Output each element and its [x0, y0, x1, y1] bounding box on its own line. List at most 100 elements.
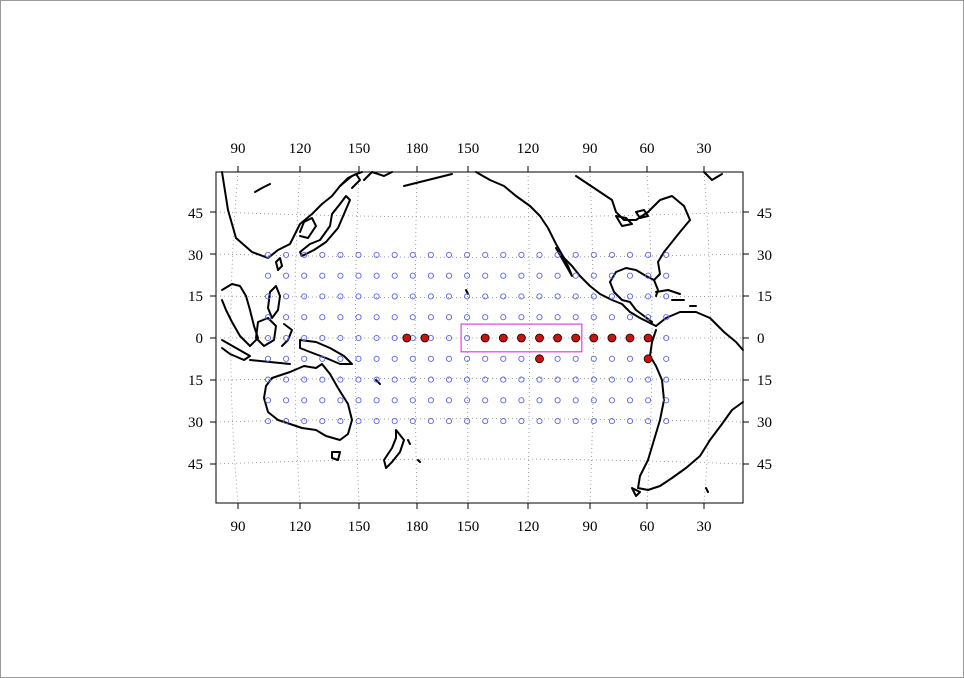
top-tick-label: 30 [697, 141, 712, 157]
grid-point [337, 293, 344, 300]
right-tick-label: 0 [757, 331, 765, 347]
grid-point [355, 272, 362, 279]
grid-point [337, 376, 344, 383]
right-tick-label: 30 [757, 248, 772, 264]
grid-point [264, 314, 272, 321]
grid-point [572, 272, 579, 279]
grid-point [391, 334, 398, 342]
grid-point [663, 376, 670, 383]
grid-point [663, 251, 670, 258]
selected-point [480, 333, 490, 343]
grid-point [319, 314, 326, 321]
coast-aleutians [403, 173, 453, 187]
selected-point [535, 354, 544, 364]
grid-point [572, 397, 579, 404]
grid-point [572, 314, 579, 321]
grid-point [626, 272, 634, 279]
grid-point [337, 334, 344, 342]
grid-point [536, 272, 543, 279]
grid-point [409, 314, 416, 321]
grid-point [427, 314, 434, 321]
grid-point [319, 272, 326, 279]
grid-point [572, 418, 579, 425]
grid-point [445, 251, 453, 258]
grid-point [355, 251, 362, 258]
grid-point [464, 293, 471, 300]
grid-point [626, 397, 634, 404]
bottom-tick-label: 30 [697, 519, 712, 535]
grid-point [536, 397, 543, 404]
grid-point [373, 418, 380, 425]
selected-point [498, 333, 508, 343]
top-tick-label: 180 [406, 141, 429, 157]
coast-new-guinea [299, 339, 353, 365]
grid-point [319, 293, 326, 300]
grid-point [301, 355, 308, 362]
grid-point [663, 293, 670, 300]
grid-point [391, 314, 398, 321]
grid-point [554, 272, 561, 279]
grid-point [518, 355, 525, 362]
coast-south-america [637, 311, 744, 491]
grid-point [554, 376, 561, 383]
grid-point [518, 272, 525, 279]
grid-point [391, 376, 398, 383]
meridian-line [527, 171, 530, 504]
coast-new-zealand [383, 429, 405, 469]
grid-point [409, 397, 416, 404]
grid-point [500, 397, 507, 404]
grid-point [319, 355, 326, 362]
grid-point [355, 355, 362, 362]
coast-sulawesi [281, 323, 293, 347]
coast-asia [221, 171, 363, 259]
grid-point [264, 293, 272, 300]
grid-point [608, 355, 615, 362]
grid-point [626, 251, 634, 258]
grid-point [663, 334, 670, 342]
grid-point [572, 376, 579, 383]
grid-point [301, 334, 308, 342]
grid-point [427, 251, 434, 258]
grid-point [445, 334, 453, 342]
grid-point [337, 418, 344, 425]
left-tick-label: 15 [188, 289, 203, 305]
grid-point [373, 355, 380, 362]
selected-point [571, 333, 581, 343]
grid-point [373, 397, 380, 404]
grid-point [391, 293, 398, 300]
grid-point [536, 418, 543, 425]
grid-point [373, 293, 380, 300]
right-tick-label: 30 [757, 415, 772, 431]
grid-point [482, 376, 489, 383]
grid-point [264, 376, 272, 383]
grid-point [590, 355, 597, 362]
grid-point [264, 355, 272, 362]
selected-point [589, 333, 599, 343]
grid-point [283, 334, 290, 342]
grid-point [608, 314, 615, 321]
grid-point [373, 314, 380, 321]
grid-point [283, 293, 290, 300]
coast-central-america [609, 281, 653, 323]
grid-point [464, 397, 471, 404]
grid-point [536, 376, 543, 383]
grid-point [518, 293, 525, 300]
grid-point [337, 355, 344, 362]
grid-point [626, 376, 634, 383]
grid-point [500, 251, 507, 258]
left-tick-label: 30 [188, 415, 203, 431]
selected-point [517, 333, 526, 343]
bottom-tick-label: 90 [231, 519, 246, 535]
selected-point [535, 333, 544, 343]
grid-point [409, 293, 416, 300]
right-tick-label: 15 [757, 373, 772, 389]
grid-point [554, 314, 561, 321]
left-tick-label: 30 [188, 248, 203, 264]
grid-point [319, 418, 326, 425]
meridian-line [294, 171, 301, 504]
grid-point [590, 397, 597, 404]
coast-greenland [703, 171, 723, 181]
grid-point [645, 418, 652, 425]
right-tick-label: 45 [757, 457, 772, 473]
grid-point [518, 251, 525, 258]
